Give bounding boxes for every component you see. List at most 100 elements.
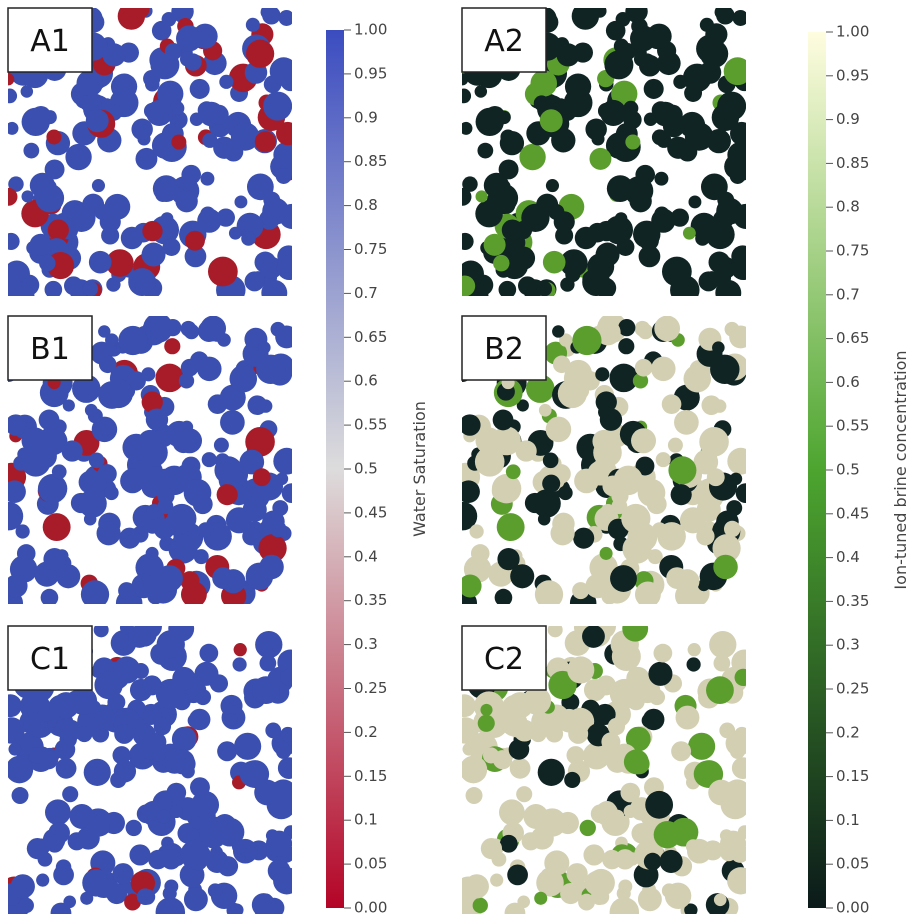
pore bbox=[654, 206, 670, 222]
pore bbox=[631, 822, 653, 844]
pore bbox=[225, 713, 238, 726]
pore bbox=[654, 171, 669, 186]
pore bbox=[65, 143, 92, 171]
pore bbox=[653, 820, 682, 849]
pore bbox=[265, 830, 292, 857]
pore bbox=[23, 714, 41, 732]
pore bbox=[212, 567, 234, 589]
pore bbox=[16, 544, 36, 563]
pore bbox=[35, 183, 65, 213]
pore bbox=[152, 175, 180, 202]
tick-label: 0.85 bbox=[354, 152, 387, 170]
tick-label: 0.65 bbox=[836, 329, 869, 347]
pore bbox=[88, 474, 107, 493]
pore bbox=[169, 804, 183, 819]
pore bbox=[141, 367, 156, 382]
tick-label: 0.95 bbox=[836, 66, 869, 84]
pore bbox=[135, 147, 158, 170]
pore bbox=[180, 581, 207, 604]
pore bbox=[239, 760, 267, 788]
pore bbox=[23, 142, 40, 159]
pore bbox=[131, 573, 157, 599]
pore bbox=[275, 325, 292, 349]
pore bbox=[464, 874, 489, 899]
pore bbox=[141, 391, 163, 413]
pore bbox=[688, 732, 716, 760]
pore bbox=[8, 176, 24, 192]
tick-label: 0.25 bbox=[354, 679, 387, 697]
pore bbox=[611, 80, 638, 107]
pore bbox=[255, 631, 283, 659]
pore bbox=[155, 363, 184, 393]
pore bbox=[462, 73, 469, 86]
pore bbox=[605, 747, 620, 763]
pore bbox=[548, 670, 577, 700]
pore bbox=[693, 760, 721, 788]
tick-label: 0.7 bbox=[354, 284, 378, 302]
pore bbox=[228, 226, 242, 240]
tick-label: 0.35 bbox=[836, 592, 869, 610]
pore bbox=[607, 717, 626, 736]
pore bbox=[637, 887, 662, 912]
pore bbox=[596, 220, 617, 242]
pore bbox=[241, 231, 256, 246]
pore bbox=[462, 755, 488, 784]
pore bbox=[655, 452, 671, 468]
pore bbox=[701, 395, 722, 416]
pore bbox=[623, 749, 649, 775]
pore bbox=[713, 654, 731, 672]
tick-label: 0.45 bbox=[836, 504, 869, 522]
tick-label: 0.8 bbox=[354, 196, 378, 214]
pore bbox=[497, 548, 520, 571]
pore bbox=[156, 809, 171, 824]
pore bbox=[88, 814, 110, 837]
pore bbox=[484, 105, 506, 127]
pore bbox=[197, 356, 222, 382]
pore bbox=[712, 534, 741, 563]
pore bbox=[517, 895, 531, 909]
pore bbox=[493, 254, 510, 272]
pore bbox=[536, 869, 564, 897]
pore bbox=[732, 10, 746, 26]
tick-label: 0.3 bbox=[836, 636, 860, 654]
pore bbox=[259, 893, 273, 907]
pore bbox=[687, 643, 701, 657]
pore bbox=[189, 78, 210, 99]
pore bbox=[585, 573, 611, 599]
pore bbox=[53, 864, 74, 886]
pore bbox=[98, 325, 111, 338]
pore bbox=[583, 844, 605, 866]
pore bbox=[674, 410, 699, 435]
tick-label: 0.35 bbox=[354, 591, 387, 609]
pore bbox=[618, 319, 636, 337]
pore bbox=[716, 8, 735, 25]
pore bbox=[101, 98, 114, 111]
pore bbox=[207, 256, 238, 287]
pore bbox=[607, 22, 625, 40]
pore bbox=[36, 873, 50, 887]
pore bbox=[269, 57, 292, 86]
pore bbox=[667, 136, 690, 159]
pore bbox=[505, 464, 521, 480]
pore bbox=[723, 57, 746, 86]
pore bbox=[735, 483, 746, 504]
pore bbox=[161, 11, 177, 27]
pore bbox=[103, 378, 134, 409]
pore bbox=[610, 809, 625, 824]
pore bbox=[10, 874, 35, 899]
pore bbox=[119, 527, 141, 549]
pore bbox=[462, 187, 472, 206]
pore bbox=[114, 723, 135, 744]
pore bbox=[78, 489, 107, 518]
pore bbox=[713, 554, 738, 580]
pore bbox=[622, 534, 652, 564]
pore bbox=[263, 91, 292, 121]
pore bbox=[275, 743, 292, 759]
pore bbox=[63, 895, 77, 909]
pore bbox=[509, 757, 531, 779]
pore bbox=[213, 136, 236, 159]
pore bbox=[670, 484, 692, 506]
pore bbox=[654, 316, 681, 342]
pore bbox=[8, 755, 34, 784]
pore bbox=[21, 190, 34, 203]
